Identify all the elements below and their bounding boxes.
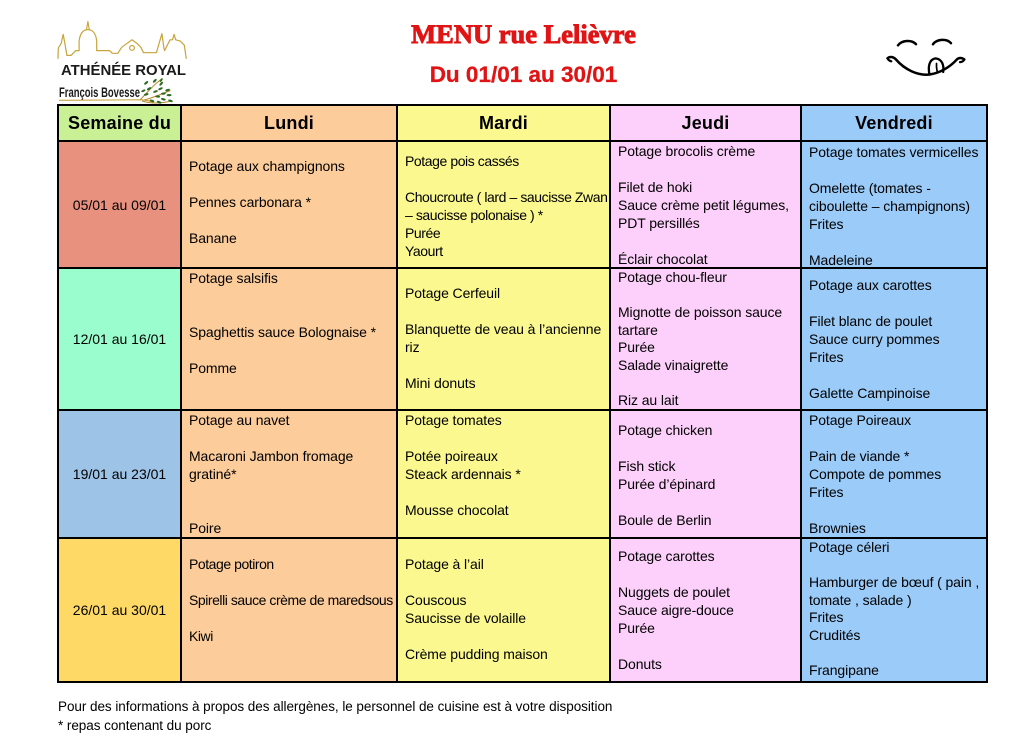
svg-text:François Bovesse: François Bovesse (59, 85, 140, 100)
svg-text:ATHÉNÉE ROYAL: ATHÉNÉE ROYAL (61, 62, 186, 79)
